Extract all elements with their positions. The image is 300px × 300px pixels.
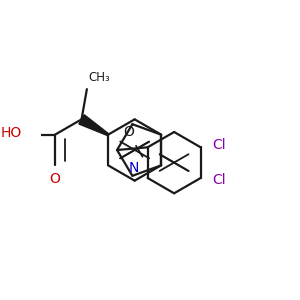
- Text: O: O: [50, 172, 60, 186]
- Text: O: O: [123, 125, 134, 139]
- Text: HO: HO: [1, 126, 22, 140]
- Text: Cl: Cl: [212, 173, 226, 187]
- Text: Cl: Cl: [212, 138, 226, 152]
- Text: CH₃: CH₃: [88, 71, 110, 84]
- Polygon shape: [79, 115, 109, 136]
- Text: N: N: [128, 161, 139, 175]
